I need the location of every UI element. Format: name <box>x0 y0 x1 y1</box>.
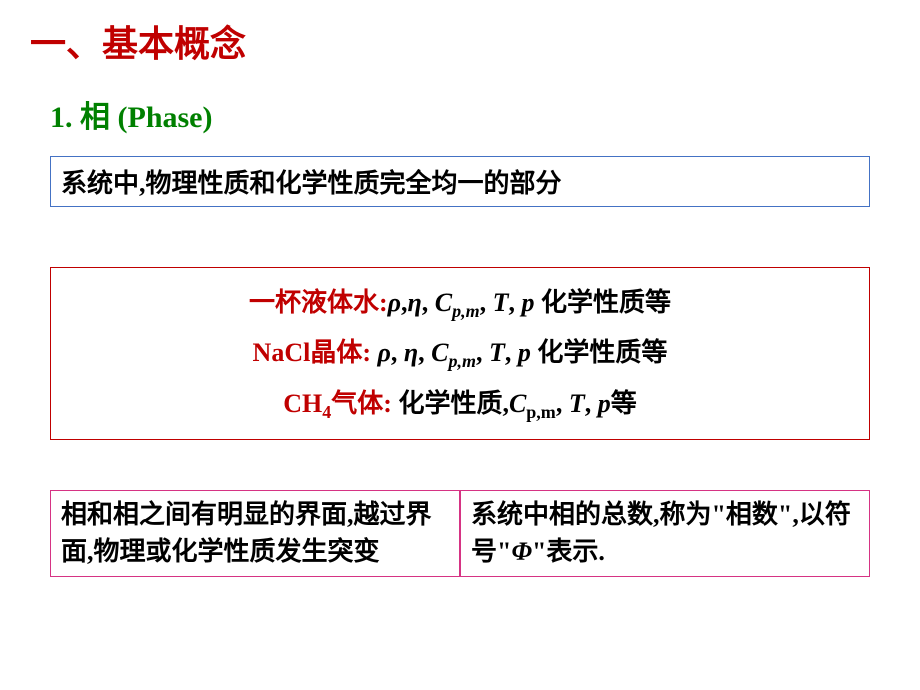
bottom-right-text: 系统中相的总数,称为"相数",以符号"Φ"表示. <box>471 500 851 565</box>
rho-symbol-2: ρ <box>377 338 390 367</box>
example2-rest: 化学性质等 <box>531 338 668 367</box>
main-heading-text: 一、基本概念 <box>30 24 246 64</box>
sub-heading: 1. 相 (Phase) <box>50 92 900 136</box>
phi-symbol: Φ <box>511 537 532 566</box>
p-3: p <box>598 389 611 418</box>
example3-rest-prefix: 化学性质, <box>398 389 509 418</box>
definition-box: 系统中,物理性质和化学性质完全均一的部分 <box>50 156 870 207</box>
cpm-sub-1: p,m <box>452 301 480 321</box>
example3-prefix2: 气体: <box>331 389 398 418</box>
cpm-sub-2: p,m <box>449 352 477 372</box>
example1-prefix: 一杯液体水: <box>249 288 388 317</box>
bottom-right-part2: "表示. <box>532 537 605 566</box>
example3-rest-suffix: 等 <box>611 389 637 418</box>
sub-heading-text: 1. 相 (Phase) <box>50 101 212 134</box>
example1-rest: 化学性质等 <box>535 288 672 317</box>
eta-symbol-1: η <box>408 288 422 317</box>
example-line-2: NaCl晶体: ρ, η, Cp,m, T, p 化学性质等 <box>61 328 859 378</box>
example-line-1: 一杯液体水:ρ,η, Cp,m, T, p 化学性质等 <box>61 278 859 328</box>
eta-symbol-2: η <box>404 338 418 367</box>
cpm-sub-3: p,m <box>526 402 556 422</box>
ch4-sub: 4 <box>322 402 331 422</box>
t-2: T <box>489 338 505 367</box>
p-2: p <box>518 338 531 367</box>
bottom-row: 相和相之间有明显的界面,越过界面,物理或化学性质发生突变 系统中相的总数,称为"… <box>50 490 870 577</box>
definition-text: 系统中,物理性质和化学性质完全均一的部分 <box>61 169 562 198</box>
rho-symbol-1: ρ <box>388 288 401 317</box>
examples-box: 一杯液体水:ρ,η, Cp,m, T, p 化学性质等 NaCl晶体: ρ, η… <box>50 267 870 440</box>
example2-prefix: NaCl晶体: <box>253 338 378 367</box>
main-heading: 一、基本概念 <box>30 15 900 67</box>
cpm-c-3: C <box>509 389 526 418</box>
bottom-left-text: 相和相之间有明显的界面,越过界面,物理或化学性质发生突变 <box>61 500 432 565</box>
example-line-3: CH4气体: 化学性质,Cp,m, T, p等 <box>61 379 859 429</box>
example3-prefix1: CH <box>283 389 322 418</box>
p-1: p <box>522 288 535 317</box>
t-1: T <box>493 288 509 317</box>
cpm-c-1: C <box>435 288 452 317</box>
bottom-right-box: 系统中相的总数,称为"相数",以符号"Φ"表示. <box>460 490 870 577</box>
cpm-c-2: C <box>431 338 448 367</box>
t-3: T <box>569 389 585 418</box>
bottom-left-box: 相和相之间有明显的界面,越过界面,物理或化学性质发生突变 <box>50 490 460 577</box>
